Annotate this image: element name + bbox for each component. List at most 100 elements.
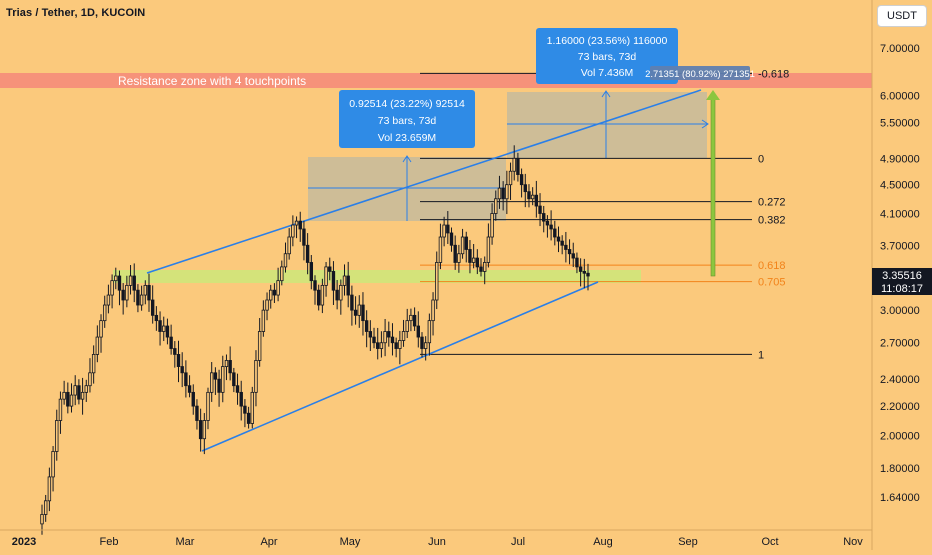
fib-label: 0.705	[758, 277, 786, 289]
fib-retracement[interactable]: 0 0.272 0.382 0.618 0.705 1 -0.618	[420, 68, 789, 361]
candle	[364, 310, 369, 348]
callout-right: 1.16000 (23.56%) 116000 73 bars, 73d Vol…	[536, 28, 678, 84]
y-tick-label: 5.50000	[880, 118, 920, 130]
time-axis[interactable]: 2023 Feb Mar Apr May Jun Jul Aug Sep Oct Nov	[12, 536, 864, 548]
candle	[250, 386, 254, 429]
candle	[103, 295, 107, 328]
candle	[239, 380, 243, 421]
candle	[147, 273, 151, 312]
y-tick-label: 6.00000	[880, 91, 920, 103]
candle	[431, 292, 435, 336]
candle	[475, 249, 480, 275]
candle	[582, 258, 587, 289]
candle	[505, 170, 509, 215]
candle	[235, 373, 240, 405]
candle	[228, 346, 232, 381]
candle	[446, 211, 450, 244]
svg-text:2.71351 (80.92%) 271351: 2.71351 (80.92%) 271351	[645, 69, 755, 80]
candle	[110, 274, 114, 309]
candle	[530, 187, 535, 206]
candle	[125, 275, 129, 308]
candle	[556, 226, 561, 253]
candle	[376, 327, 380, 360]
candle	[575, 252, 579, 274]
candle	[150, 285, 155, 324]
candle	[368, 320, 373, 352]
candle	[62, 380, 66, 405]
candlestick-series	[40, 145, 590, 535]
projection-right-arrowhead	[601, 90, 611, 98]
candle	[486, 223, 491, 268]
y-tick-label: 4.50000	[880, 180, 920, 192]
candle	[169, 324, 173, 355]
candle	[139, 285, 144, 311]
candle	[180, 352, 184, 388]
candle	[390, 323, 395, 356]
candle	[165, 318, 170, 345]
candle	[136, 284, 140, 313]
measure-arrow-shaft	[710, 97, 716, 277]
candle	[257, 318, 262, 367]
candle	[523, 173, 527, 208]
candle	[95, 325, 100, 363]
candle	[191, 384, 195, 415]
x-tick-label: Apr	[260, 536, 277, 548]
x-tick-label: Mar	[176, 536, 195, 548]
candle	[464, 231, 468, 263]
candle	[379, 331, 384, 358]
candle	[221, 355, 225, 403]
candle	[335, 279, 339, 310]
symbol-title: Trias / Tether, 1D, KUCOIN	[6, 7, 146, 19]
fib-label: 0.272	[758, 197, 786, 209]
candle	[276, 267, 280, 302]
candle	[265, 292, 269, 321]
current-price: 3.35516	[882, 270, 922, 282]
candle	[55, 409, 59, 461]
candle	[162, 316, 166, 342]
y-tick-label: 4.10000	[880, 209, 920, 221]
upper-trendline[interactable]	[146, 89, 702, 274]
y-tick-label: 7.00000	[880, 43, 920, 55]
candle	[479, 258, 483, 277]
candle	[412, 307, 417, 331]
callout-left-line2: 73 bars, 73d	[378, 115, 437, 127]
candle	[538, 193, 542, 227]
candle	[416, 311, 420, 348]
measure-label: 2.71351 (80.92%) 271351	[645, 66, 755, 80]
candle	[494, 190, 498, 221]
projection-right-h-arrowhead	[701, 119, 709, 129]
candle	[128, 265, 133, 295]
fib-label: 0	[758, 153, 764, 165]
candle	[438, 223, 443, 270]
x-tick-label: May	[340, 536, 361, 548]
x-tick-label: Nov	[843, 536, 863, 548]
y-tick-label: 1.64000	[880, 492, 920, 504]
candle	[173, 341, 177, 368]
candle	[490, 203, 494, 245]
resistance-zone-label: Resistance zone with 4 touchpoints	[118, 74, 306, 88]
currency-button[interactable]: USDT	[877, 5, 927, 27]
price-axis[interactable]: 7.00000 6.00000 5.50000 4.90000 4.50000 4.100…	[880, 43, 920, 504]
candle	[283, 242, 288, 273]
support-zone	[113, 270, 641, 283]
projection-left-arrowhead	[402, 155, 412, 163]
x-tick-label: Sep	[678, 536, 698, 548]
candle	[73, 375, 77, 406]
candle	[501, 181, 505, 211]
candle	[84, 379, 88, 402]
candle	[272, 283, 277, 304]
candle	[578, 258, 583, 287]
candle	[99, 314, 103, 353]
candle	[512, 145, 516, 181]
candle	[545, 215, 550, 238]
candle	[313, 275, 317, 305]
candle	[353, 296, 358, 325]
candle	[195, 399, 199, 430]
y-tick-label: 3.00000	[880, 305, 920, 317]
candle	[43, 494, 48, 522]
candle	[269, 284, 273, 309]
candle	[176, 340, 181, 383]
lower-trendline[interactable]	[201, 281, 599, 452]
